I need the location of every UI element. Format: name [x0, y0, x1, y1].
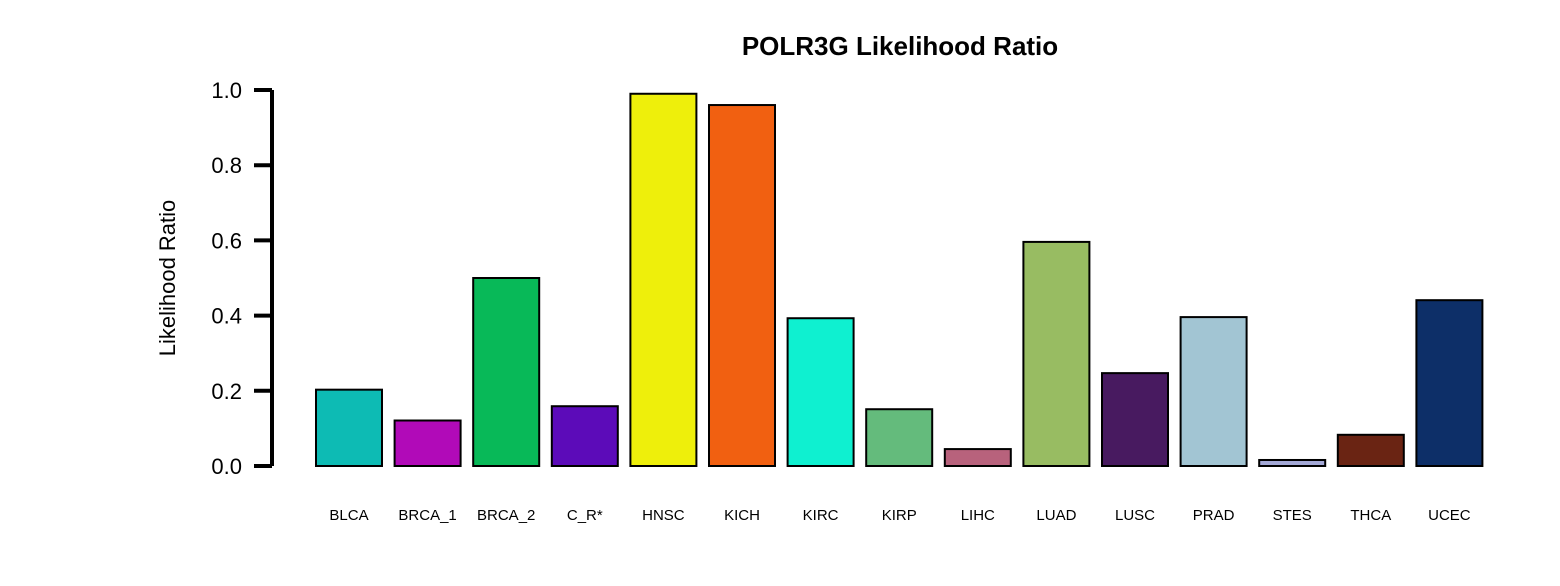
chart-title: POLR3G Likelihood Ratio — [742, 31, 1058, 61]
bar-kich — [708, 104, 776, 467]
bar-prad — [1179, 316, 1248, 467]
x-tick-label: KIRP — [882, 507, 917, 524]
bar-kirp — [865, 408, 934, 467]
x-tick-label: BRCA_2 — [477, 507, 535, 524]
x-tick-label: LUAD — [1036, 507, 1076, 524]
x-tick-labels: BLCA BRCA_1 BRCA_2 C_R* HNSC KICH KIRC KIRP LIHC… — [329, 507, 1470, 524]
x-tick-label: HNSC — [642, 507, 685, 524]
bar-hnsc — [629, 92, 698, 467]
y-tick-label: 1.0 — [211, 78, 242, 103]
x-tick-label: STES — [1273, 507, 1312, 524]
x-tick-label: C_R* — [567, 507, 603, 524]
bar-c-r — [550, 405, 619, 468]
x-tick-label: KICH — [724, 507, 760, 524]
x-tick-label: LIHC — [961, 507, 995, 524]
y-tick-label: 0.2 — [211, 379, 242, 404]
y-tick-label: 0.6 — [211, 228, 242, 253]
x-tick-label: THCA — [1350, 507, 1391, 524]
x-tick-label: KIRC — [803, 507, 839, 524]
y-tick-label: 0.4 — [211, 304, 242, 329]
bar-stes — [1258, 458, 1327, 468]
bar-lusc — [1101, 372, 1169, 467]
x-tick-label: LUSC — [1115, 507, 1155, 524]
bar-brca-1 — [393, 419, 462, 467]
bar-kirc — [786, 317, 855, 467]
x-tick-label: PRAD — [1193, 507, 1235, 524]
bar-luad — [1022, 240, 1091, 467]
y-axis: 0.0 0.2 0.4 0.6 0.8 1.0 — [211, 78, 274, 479]
y-axis-label: Likelihood Ratio — [155, 200, 180, 357]
x-tick-label: UCEC — [1428, 507, 1471, 524]
bar-brca-2 — [472, 277, 541, 467]
bar-blca — [315, 388, 383, 467]
x-tick-label: BRCA_1 — [398, 507, 456, 524]
y-tick-label: 0.8 — [211, 153, 242, 178]
y-tick-label: 0.0 — [211, 454, 242, 479]
bars-group — [315, 92, 1484, 468]
bar-ucec — [1415, 299, 1484, 467]
bar-lihc — [943, 448, 1012, 467]
bar-thca — [1336, 433, 1405, 467]
x-tick-label: BLCA — [329, 507, 368, 524]
